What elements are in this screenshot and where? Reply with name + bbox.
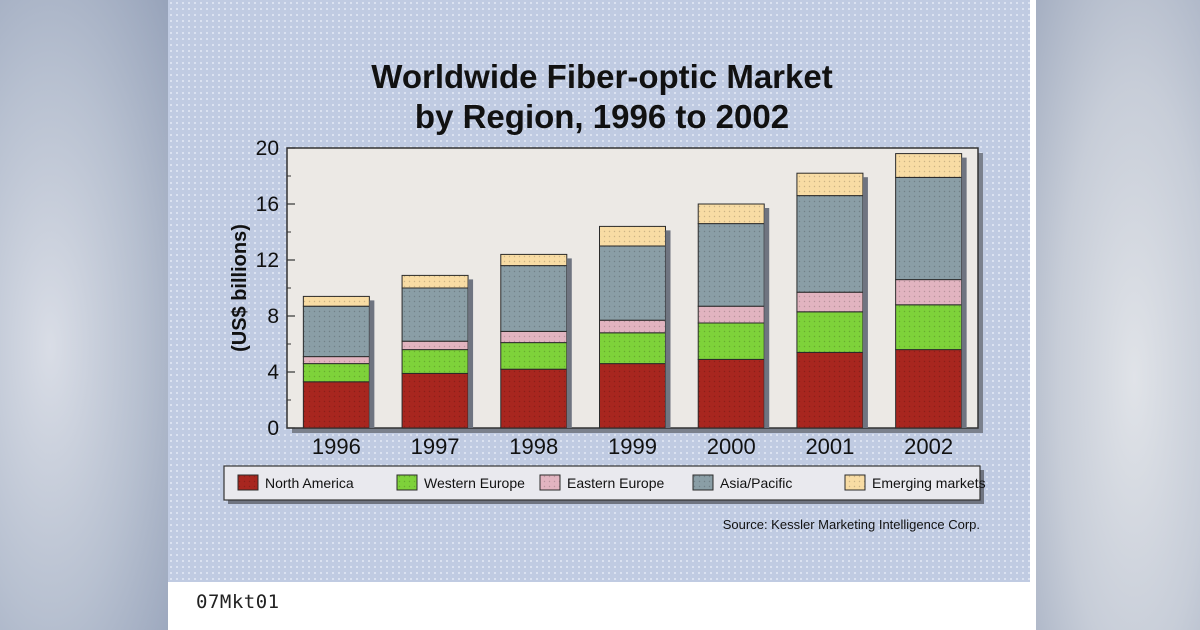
bar-shadow bbox=[764, 208, 770, 428]
y-tick-label: 20 bbox=[256, 137, 279, 160]
chart-title-line: by Region, 1996 to 2002 bbox=[415, 98, 789, 135]
bar-shadow bbox=[862, 177, 868, 428]
bar-segment bbox=[697, 358, 765, 429]
legend-label: Asia/Pacific bbox=[720, 475, 792, 491]
bar-segment bbox=[302, 356, 370, 365]
legend-swatch bbox=[692, 474, 714, 491]
bar-shadow bbox=[961, 157, 967, 428]
x-tick-label: 2002 bbox=[904, 434, 953, 459]
bar-segment bbox=[895, 304, 963, 351]
bar-segment bbox=[895, 349, 963, 429]
bar-segment bbox=[401, 349, 469, 374]
bar-segment bbox=[500, 265, 568, 332]
bar-segment bbox=[599, 245, 666, 321]
chart-title-line: Worldwide Fiber-optic Market bbox=[371, 58, 832, 95]
bar-shadow bbox=[566, 258, 572, 428]
y-tick-label: 16 bbox=[256, 193, 279, 216]
bar-segment bbox=[796, 351, 864, 429]
y-tick-label: 4 bbox=[267, 361, 279, 384]
x-tick-label: 2001 bbox=[805, 434, 854, 459]
bar-segment bbox=[401, 340, 469, 351]
bar-segment bbox=[697, 305, 765, 324]
legend-label: Eastern Europe bbox=[567, 475, 664, 491]
bar-segment bbox=[697, 223, 765, 307]
legend-swatch bbox=[539, 474, 561, 491]
x-tick-label: 1996 bbox=[312, 434, 361, 459]
bar-segment bbox=[500, 368, 568, 429]
y-tick-label: 12 bbox=[256, 249, 279, 272]
bar-segment bbox=[697, 203, 765, 225]
source-note: Source: Kessler Marketing Intelligence C… bbox=[723, 517, 980, 532]
y-tick-label: 8 bbox=[267, 305, 279, 328]
bar-segment bbox=[302, 295, 370, 307]
bar-segment bbox=[401, 287, 469, 342]
bar-segment bbox=[500, 253, 568, 267]
bar-segment bbox=[895, 279, 963, 306]
legend-label: Emerging markets bbox=[872, 475, 986, 491]
bar-segment bbox=[796, 195, 864, 293]
bar-segment bbox=[401, 274, 469, 289]
figure-caption: 07Mkt01 bbox=[196, 591, 280, 613]
bar-shadow bbox=[468, 279, 474, 428]
bar-segment bbox=[599, 319, 666, 334]
bar-segment bbox=[302, 363, 370, 383]
y-axis-label: (US$ billions) bbox=[229, 224, 251, 352]
figure-card: Worldwide Fiber-optic Market by Region, 1… bbox=[168, 0, 1036, 630]
x-tick-label: 1999 bbox=[608, 434, 657, 459]
bar-segment bbox=[500, 342, 568, 370]
legend-swatch bbox=[844, 474, 866, 491]
bar-segment bbox=[500, 330, 568, 344]
bar-segment bbox=[302, 305, 370, 358]
bar-shadow bbox=[369, 300, 375, 428]
bar-segment bbox=[599, 225, 666, 247]
bar-shadow bbox=[665, 230, 671, 428]
bar-segment bbox=[796, 311, 864, 353]
y-tick-label: 0 bbox=[267, 417, 279, 440]
legend-label: North America bbox=[265, 475, 354, 491]
legend-swatch bbox=[396, 474, 418, 491]
legend-label: Western Europe bbox=[424, 475, 525, 491]
background-left bbox=[0, 0, 168, 630]
bar-segment bbox=[302, 381, 370, 429]
bar-segment bbox=[796, 291, 864, 313]
bar-segment bbox=[895, 176, 963, 281]
bar-segment bbox=[796, 172, 864, 197]
background-right bbox=[1036, 0, 1200, 630]
bar-segment bbox=[599, 363, 666, 429]
x-tick-label: 1997 bbox=[411, 434, 460, 459]
chart-panel: Worldwide Fiber-optic Market by Region, 1… bbox=[168, 0, 1030, 582]
bar-segment bbox=[697, 322, 765, 360]
x-tick-label: 1998 bbox=[509, 434, 558, 459]
bar-segment bbox=[895, 153, 963, 178]
x-tick-label: 2000 bbox=[707, 434, 756, 459]
legend-swatch bbox=[237, 474, 259, 491]
bar-segment bbox=[401, 372, 469, 429]
bar-segment bbox=[599, 332, 666, 365]
